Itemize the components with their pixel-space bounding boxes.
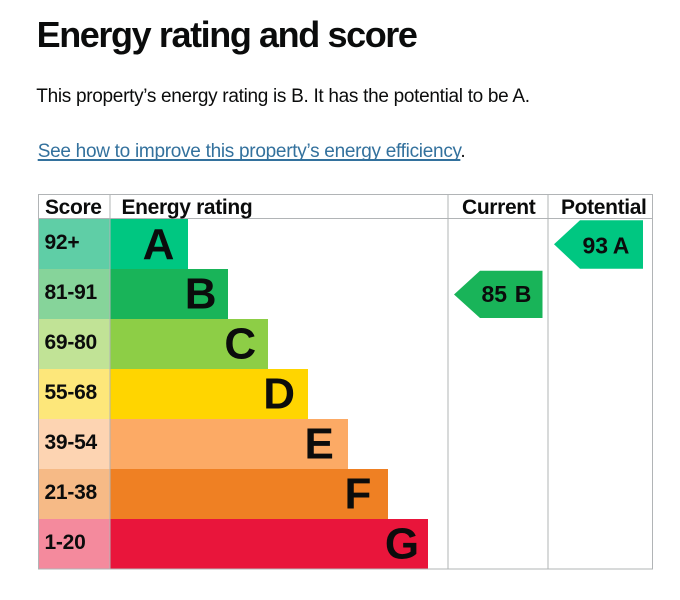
svg-text:B: B xyxy=(184,269,216,318)
svg-text:Energy rating: Energy rating xyxy=(121,196,252,219)
svg-text:F: F xyxy=(344,469,371,518)
svg-text:B: B xyxy=(514,281,531,307)
svg-text:92+: 92+ xyxy=(44,230,79,253)
svg-text:E: E xyxy=(304,419,333,468)
svg-text:93: 93 xyxy=(582,232,608,258)
svg-text:A: A xyxy=(612,232,629,258)
svg-text:Score: Score xyxy=(45,196,102,219)
svg-text:85: 85 xyxy=(481,281,507,307)
svg-text:Current: Current xyxy=(462,196,536,219)
svg-text:69-80: 69-80 xyxy=(44,330,96,353)
svg-text:55-68: 55-68 xyxy=(44,380,97,403)
svg-text:1-20: 1-20 xyxy=(44,530,85,553)
svg-text:C: C xyxy=(224,319,256,368)
svg-text:21-38: 21-38 xyxy=(44,480,97,503)
svg-text:39-54: 39-54 xyxy=(44,430,97,453)
svg-text:81-91: 81-91 xyxy=(44,280,97,303)
svg-text:Potential: Potential xyxy=(561,196,647,219)
svg-text:A: A xyxy=(142,220,174,269)
svg-text:G: G xyxy=(384,519,418,568)
svg-text:D: D xyxy=(263,369,295,418)
